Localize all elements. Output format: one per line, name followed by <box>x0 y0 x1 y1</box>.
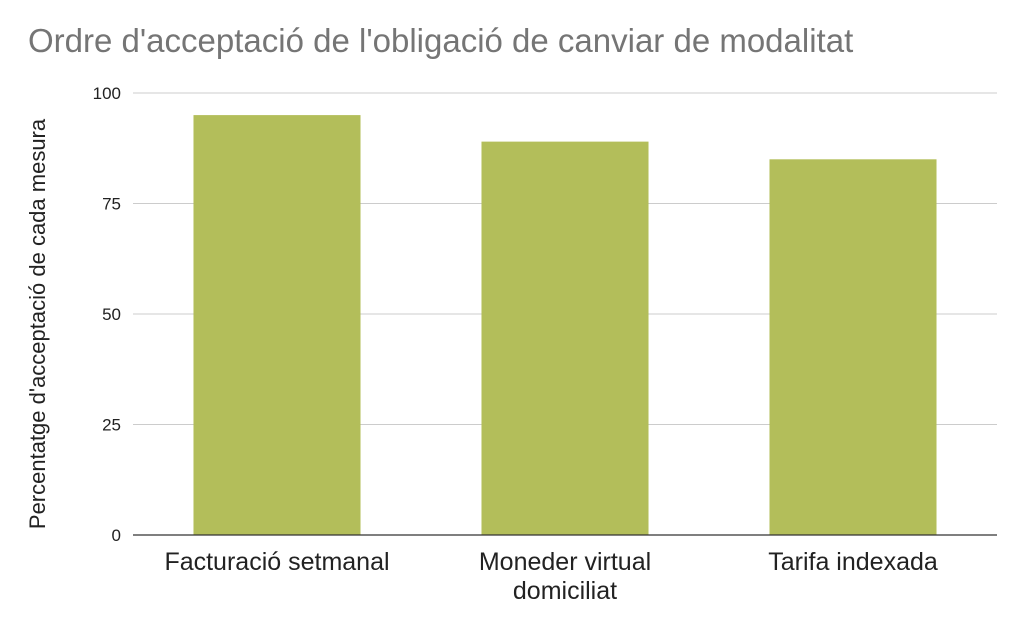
bar <box>193 115 361 535</box>
bar <box>769 159 937 536</box>
bar <box>481 141 649 535</box>
y-tick-label: 75 <box>102 195 121 214</box>
y-axis-title: Percentatge d'acceptació de cada mesura <box>25 118 50 529</box>
y-tick-label: 50 <box>102 305 121 324</box>
x-category-label: Tarifa indexada <box>768 548 938 576</box>
bars <box>193 115 937 536</box>
y-tick-label: 25 <box>102 416 121 435</box>
y-tick-label: 100 <box>93 84 121 103</box>
x-category-label: Facturació setmanal <box>164 548 389 576</box>
x-category-label: Moneder virtual domiciliat <box>479 548 651 605</box>
y-axis-ticks: 0 25 50 75 100 <box>93 84 121 545</box>
x-axis-categories: Facturació setmanal Moneder virtual domici… <box>164 548 937 605</box>
chart-title: Ordre d'acceptació de l'obligació de can… <box>28 22 854 59</box>
y-tick-label: 0 <box>112 526 121 545</box>
